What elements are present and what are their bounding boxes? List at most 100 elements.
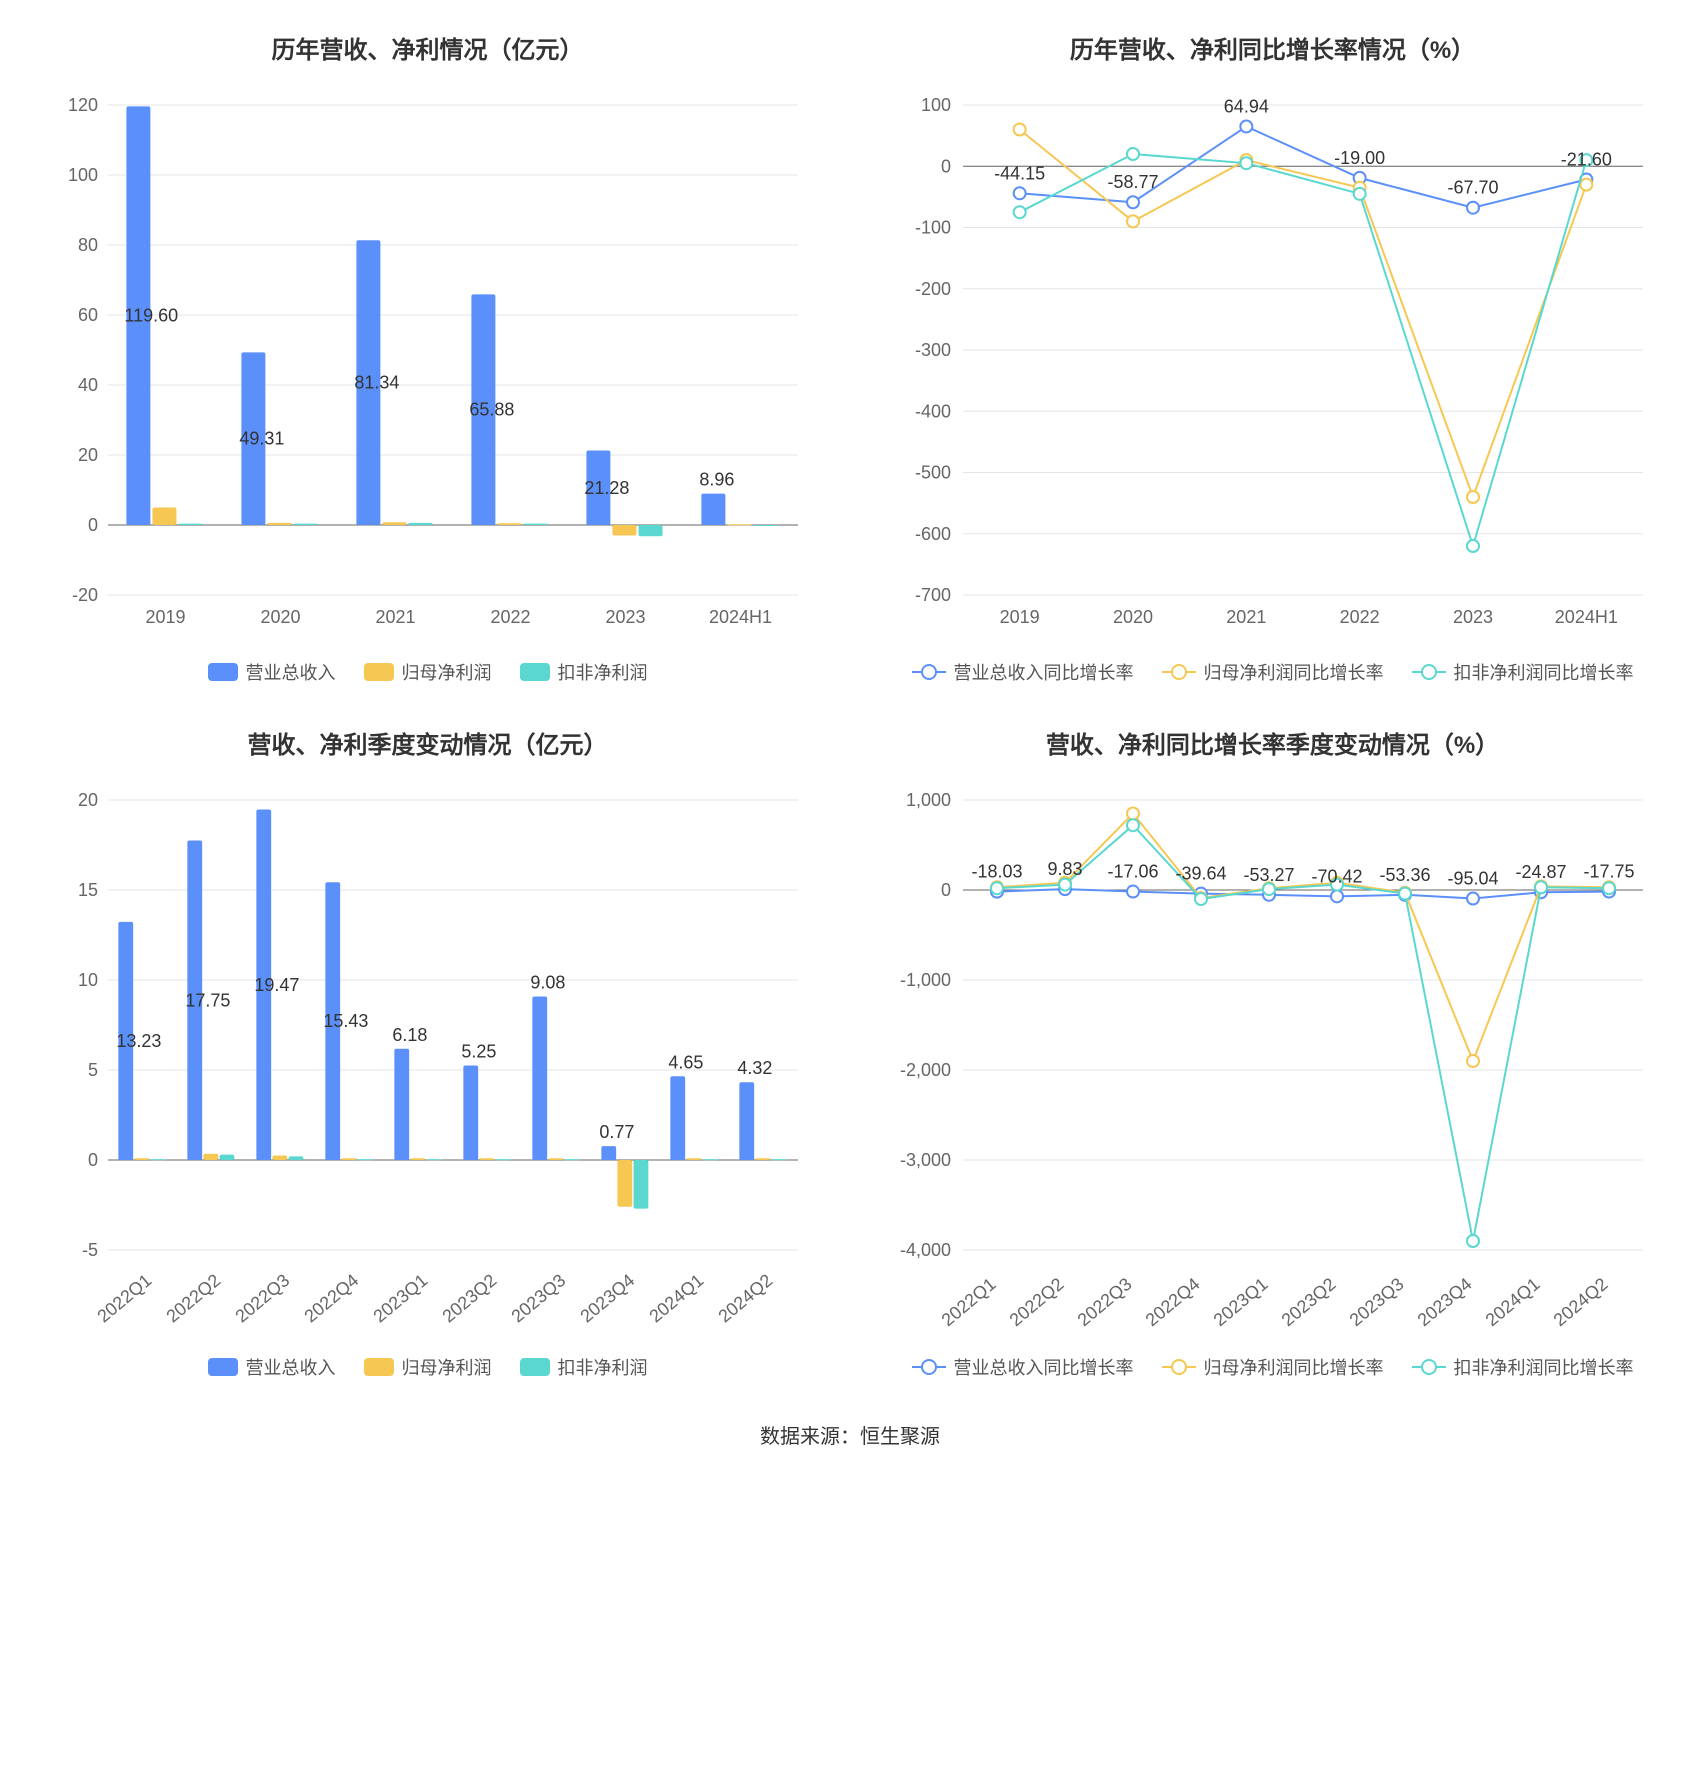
legend-label: 营业总收入同比增长率 — [954, 1354, 1134, 1380]
marker — [1195, 893, 1207, 905]
svg-text:2019: 2019 — [999, 607, 1039, 627]
quarterly-bar-title: 营收、净利季度变动情况（亿元） — [248, 725, 608, 760]
svg-text:-3,000: -3,000 — [899, 1150, 950, 1170]
svg-text:2024Q2: 2024Q2 — [714, 1270, 776, 1326]
marker — [1013, 206, 1025, 218]
annual-bar-plot: -200204060801001202019202020212022202320… — [38, 85, 818, 645]
legend-item: 营业总收入 — [208, 659, 336, 685]
svg-text:5.25: 5.25 — [461, 1042, 496, 1062]
svg-text:9.08: 9.08 — [530, 973, 565, 993]
data-source-label: 数据来源：恒生聚源 — [30, 1420, 1670, 1449]
svg-text:8.96: 8.96 — [699, 470, 734, 490]
marker — [1467, 540, 1479, 552]
annual-growth-plot: -700-600-500-400-300-200-100010020192020… — [883, 85, 1663, 645]
marker — [1127, 808, 1139, 820]
svg-text:-5: -5 — [81, 1240, 97, 1260]
legend-label: 营业总收入同比增长率 — [954, 659, 1134, 685]
svg-text:21.28: 21.28 — [584, 478, 629, 498]
legend-item: 归母净利润 — [364, 1354, 492, 1380]
svg-text:-17.75: -17.75 — [1583, 862, 1634, 882]
bar — [357, 1159, 372, 1160]
legend-swatch — [520, 663, 550, 681]
legend-swatch — [208, 1358, 238, 1376]
svg-text:-20: -20 — [71, 585, 97, 605]
svg-text:20: 20 — [77, 790, 97, 810]
bar — [617, 1160, 632, 1207]
marker — [1535, 881, 1547, 893]
legend-item: 营业总收入同比增长率 — [912, 1354, 1134, 1380]
svg-text:19.47: 19.47 — [254, 975, 299, 995]
legend-label: 营业总收入 — [246, 1354, 336, 1380]
svg-text:-500: -500 — [914, 463, 950, 483]
marker — [1013, 187, 1025, 199]
svg-text:2024H1: 2024H1 — [708, 607, 771, 627]
svg-text:-17.06: -17.06 — [1107, 862, 1158, 882]
bar — [178, 524, 202, 525]
svg-text:2023Q2: 2023Q2 — [1277, 1274, 1339, 1330]
bar — [612, 525, 636, 536]
bar — [293, 524, 317, 525]
svg-text:-24.87: -24.87 — [1515, 862, 1566, 882]
svg-text:2022Q3: 2022Q3 — [231, 1270, 293, 1326]
svg-text:120: 120 — [67, 95, 97, 115]
legend-item: 扣非净利润同比增长率 — [1412, 1354, 1634, 1380]
svg-text:-700: -700 — [914, 585, 950, 605]
svg-text:-58.77: -58.77 — [1107, 172, 1158, 192]
legend-swatch — [912, 1360, 946, 1374]
legend-swatch — [1412, 1360, 1446, 1374]
marker — [1127, 148, 1139, 160]
marker — [1240, 120, 1252, 132]
svg-text:-95.04: -95.04 — [1447, 869, 1498, 889]
quarterly-bar-plot: -5051015202022Q12022Q22022Q32022Q42023Q1… — [38, 780, 818, 1340]
svg-text:-300: -300 — [914, 340, 950, 360]
legend-label: 扣非净利润 — [558, 1354, 648, 1380]
bar — [495, 1159, 510, 1160]
svg-text:15.43: 15.43 — [323, 1011, 368, 1031]
annual-growth-title: 历年营收、净利同比增长率情况（%） — [1070, 30, 1475, 65]
legend-swatch — [364, 1358, 394, 1376]
svg-text:2023Q1: 2023Q1 — [369, 1270, 431, 1326]
svg-text:2022Q3: 2022Q3 — [1073, 1274, 1135, 1330]
bar — [601, 1146, 616, 1160]
bar — [272, 1156, 287, 1161]
svg-text:2023Q1: 2023Q1 — [1209, 1274, 1271, 1330]
bar — [382, 522, 406, 525]
svg-text:2021: 2021 — [1226, 607, 1266, 627]
bar — [150, 1159, 165, 1160]
legend-swatch — [208, 663, 238, 681]
bar — [739, 1082, 754, 1160]
marker — [1467, 1055, 1479, 1067]
legend-swatch — [520, 1358, 550, 1376]
quarterly-bar-panel: 营收、净利季度变动情况（亿元） -5051015202022Q12022Q220… — [30, 725, 825, 1380]
bar — [523, 524, 547, 525]
svg-text:2020: 2020 — [260, 607, 300, 627]
quarterly-growth-title: 营收、净利同比增长率季度变动情况（%） — [1046, 725, 1499, 760]
legend-label: 扣非净利润 — [558, 659, 648, 685]
svg-text:5: 5 — [87, 1060, 97, 1080]
bar — [479, 1158, 494, 1160]
bar — [408, 523, 432, 525]
bar — [686, 1158, 701, 1160]
svg-text:2024H1: 2024H1 — [1554, 607, 1617, 627]
bar — [771, 1159, 786, 1160]
bar — [670, 1076, 685, 1160]
bar — [755, 1158, 770, 1160]
legend-swatch — [1412, 665, 1446, 679]
svg-text:-2,000: -2,000 — [899, 1060, 950, 1080]
legend-label: 扣非净利润同比增长率 — [1454, 1354, 1634, 1380]
quarterly-growth-plot: -4,000-3,000-2,000-1,00001,0002022Q12022… — [883, 780, 1663, 1340]
svg-text:0: 0 — [940, 880, 950, 900]
annual-bar-panel: 历年营收、净利情况（亿元） -2002040608010012020192020… — [30, 30, 825, 685]
svg-text:-19.00: -19.00 — [1334, 148, 1385, 168]
svg-text:40: 40 — [77, 375, 97, 395]
annual-growth-panel: 历年营收、净利同比增长率情况（%） -700-600-500-400-300-2… — [875, 30, 1670, 685]
marker — [1353, 188, 1365, 200]
svg-text:119.60: 119.60 — [124, 306, 178, 326]
svg-text:-39.64: -39.64 — [1175, 864, 1226, 884]
marker — [1331, 890, 1343, 902]
quarterly-bar-legend: 营业总收入 归母净利润 扣非净利润 — [208, 1354, 648, 1380]
svg-text:6.18: 6.18 — [392, 1025, 427, 1045]
svg-text:2021: 2021 — [375, 607, 415, 627]
bar — [219, 1155, 234, 1160]
quarterly-growth-legend: 营业总收入同比增长率归母净利润同比增长率扣非净利润同比增长率 — [912, 1354, 1634, 1380]
